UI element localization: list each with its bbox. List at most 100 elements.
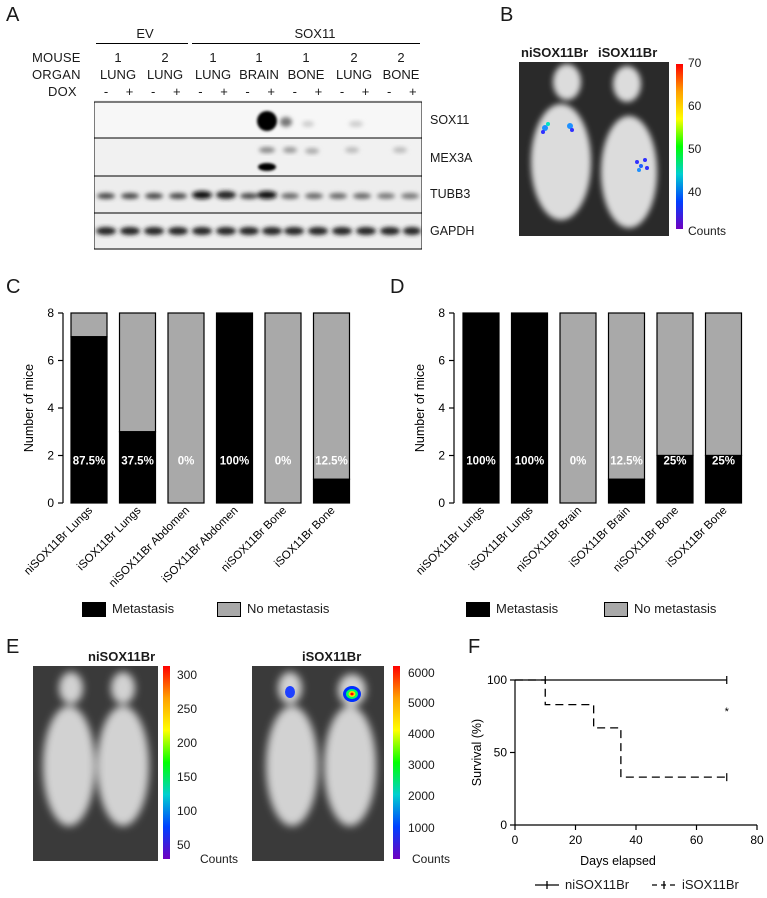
mouse-number: 2 (397, 50, 405, 65)
bar-metastasis (607, 478, 646, 504)
bar-no-metastasis (656, 312, 694, 457)
significance-annotation: * (725, 706, 730, 718)
panel-e-right-scale-label: Counts (412, 852, 451, 866)
x-axis-label: Days elapsed (580, 854, 656, 868)
panel-b-scale-tick: 40 (688, 185, 702, 199)
panel-e-left-scale-label: Counts (200, 852, 239, 866)
organ-label: BONE (382, 67, 420, 82)
panel-e-left-scale-tick: 200 (177, 736, 198, 750)
bar-no-metastasis (70, 312, 108, 338)
y-tick-label: 4 (438, 401, 445, 415)
y-axis-label: Number of mice (413, 364, 427, 452)
panel-b-scale-tick: 50 (688, 142, 702, 156)
bar-data-label: 100% (220, 455, 249, 467)
legend-d-metastasis-swatch (466, 602, 490, 617)
row-title-organ: ORGAN (32, 67, 81, 82)
dox-sign: + (125, 84, 134, 99)
y-tick-label: 2 (438, 449, 445, 463)
bar-metastasis (118, 431, 157, 504)
dox-sign: - (339, 84, 345, 99)
organ-label: LUNG (99, 67, 137, 82)
x-tick-label: 20 (569, 833, 583, 847)
panel-e-right-scale-tick: 2000 (408, 789, 435, 803)
panel-b-title-left: niSOX11Br (521, 45, 589, 60)
panel-b-image (519, 62, 669, 236)
blot-label-mex3a: MEX3A (430, 151, 473, 165)
panel-e-right-scale-tick: 1000 (408, 821, 435, 835)
y-tick-label: 0 (438, 496, 445, 510)
legend-c-no-metastasis-label: No metastasis (247, 601, 330, 616)
bar-data-label: 37.5% (121, 455, 154, 467)
bar-data-label: 100% (515, 455, 544, 467)
dox-sign: - (245, 84, 250, 99)
bar-metastasis (510, 312, 549, 504)
y-tick-label: 50 (494, 746, 508, 760)
x-tick-label: 40 (629, 833, 643, 847)
panel-e-right-title: iSOX11Br (302, 649, 362, 664)
y-tick-label: 6 (438, 354, 445, 368)
bar-no-metastasis (312, 312, 351, 480)
y-tick-label: 4 (47, 401, 54, 415)
bar-metastasis (462, 312, 500, 504)
dox-sign: - (292, 84, 297, 99)
y-tick-label: 8 (47, 306, 54, 320)
x-category-label: niSOX11Br Abdomen (107, 505, 192, 590)
bar-data-label: 0% (275, 455, 292, 467)
organ-label: BONE (287, 67, 325, 82)
dox-sign: - (198, 84, 203, 99)
mouse-number: 1 (302, 50, 310, 65)
organ-label: BRAIN (239, 67, 279, 82)
dox-sign: - (387, 84, 392, 99)
legend-f-solid-line (535, 881, 559, 889)
y-tick-label: 6 (47, 354, 54, 368)
mouse-number: 2 (350, 50, 358, 65)
bar-metastasis (704, 454, 743, 504)
panel-b-scale-label: Counts (688, 224, 727, 238)
legend-c-metastasis-swatch (82, 602, 106, 617)
dox-sign: - (103, 84, 109, 99)
mouse-number: 1 (114, 50, 122, 65)
panel-label-c: C (6, 276, 21, 298)
y-tick-label: 100 (487, 673, 507, 687)
dox-sign: + (173, 84, 181, 99)
panel-e-right-image (252, 666, 384, 861)
panel-e-left-scale-tick: 100 (177, 804, 198, 818)
bar-data-label: 100% (466, 455, 495, 467)
group-line-sox11 (192, 43, 420, 44)
organ-label: LUNG (335, 67, 373, 82)
bar-data-label: 25% (712, 455, 735, 467)
dox-sign: + (220, 84, 228, 99)
mouse-number: 2 (161, 50, 169, 65)
bar-no-metastasis (704, 312, 743, 457)
panel-e-right-scale-tick: 5000 (408, 696, 435, 710)
panel-e-right-scale-tick: 6000 (408, 666, 435, 680)
mouse-image-i (252, 666, 384, 861)
western-blot (93, 100, 423, 250)
row-title-mouse: MOUSE (32, 50, 81, 65)
bar-metastasis (215, 312, 254, 504)
group-line-ev (96, 43, 188, 44)
x-tick-label: 0 (512, 833, 519, 847)
bar-data-label: 87.5% (73, 455, 106, 467)
panel-e-left-scale-tick: 50 (177, 838, 191, 852)
panel-e-left-scale-tick: 250 (177, 702, 198, 716)
panel-e-left-color-scale (163, 666, 170, 859)
y-tick-label: 2 (47, 449, 54, 463)
y-tick-label: 8 (438, 306, 445, 320)
bar-data-label: 0% (178, 455, 195, 467)
blot-label-tubb3: TUBB3 (430, 187, 471, 201)
legend-c-metastasis-label: Metastasis (112, 601, 175, 616)
organ-label: LUNG (194, 67, 232, 82)
western-blot-image (93, 100, 423, 250)
panel-e-left-title: niSOX11Br (88, 649, 156, 664)
x-tick-label: 80 (750, 833, 764, 847)
panel-b-title-right: iSOX11Br (598, 45, 658, 60)
bar-no-metastasis (559, 312, 597, 504)
bar-metastasis (312, 478, 351, 504)
legend-c-no-metastasis-swatch (217, 602, 241, 617)
y-axis-label: Survival (%) (470, 719, 484, 786)
bar-no-metastasis (264, 312, 302, 504)
mouse-image-ni (33, 666, 158, 861)
panel-label-e: E (6, 636, 20, 658)
x-tick-label: 60 (690, 833, 704, 847)
